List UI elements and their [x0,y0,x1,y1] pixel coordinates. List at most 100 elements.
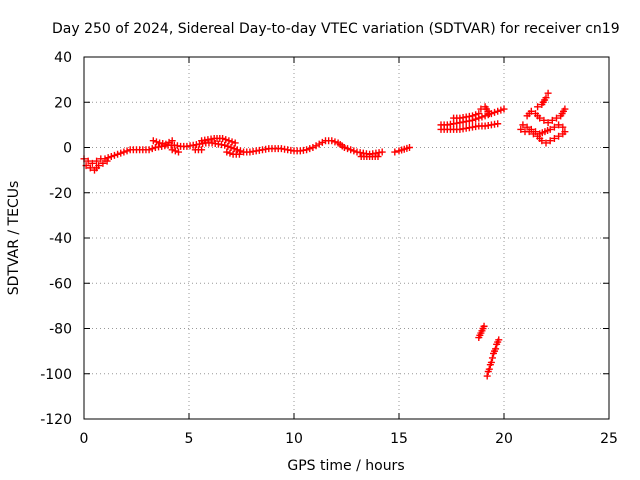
data-point [472,111,480,119]
x-tick-label: 5 [185,431,194,447]
data-point [152,138,160,146]
x-tick-label: 15 [390,431,408,447]
data-point [340,144,348,151]
x-tick-label: 10 [285,431,303,447]
data-point [226,149,234,157]
data-point [491,108,499,116]
data-point [480,322,488,330]
y-tick-label: -120 [40,412,72,428]
x-tick-label: 0 [80,431,89,447]
data-point [495,336,503,344]
data-point [104,154,112,162]
data-point [527,107,535,115]
data-point [523,123,531,131]
data-point [224,142,232,150]
data-point [500,105,508,113]
series-track-drop-a [475,322,488,342]
data-point [550,123,558,131]
data-point [487,358,495,366]
data-point [532,128,539,136]
data-point [559,123,567,131]
data-point [145,146,153,154]
data-point [519,121,527,129]
series-track-main-lower [82,146,382,174]
data-point [103,157,111,165]
data-point [485,110,493,118]
y-tick-label: -40 [49,231,72,247]
data-point [391,148,399,156]
y-tick-label: -100 [40,367,72,383]
series-track-main [80,137,386,167]
data-point [347,146,355,154]
series-track-evening-b [437,120,502,133]
y-tick-label: -20 [49,186,72,202]
series-track-drop-b [483,336,503,380]
data-point [175,148,182,156]
data-point [171,147,179,155]
data-point [481,112,489,120]
data-point [86,164,94,172]
data-points [80,89,569,380]
data-point [117,149,125,157]
series-track-isolated [391,144,413,156]
y-tick-label: 40 [54,50,72,66]
data-point [546,137,554,145]
data-point [538,137,546,145]
data-point [527,125,535,133]
y-tick-label: 0 [63,141,72,157]
data-point [542,139,550,147]
chart-title: Day 250 of 2024, Sidereal Day-to-day VTE… [52,21,620,37]
data-point [231,139,239,147]
series-track-night-b [523,89,569,127]
data-point [168,137,176,145]
data-point [107,153,115,161]
data-point [344,145,352,153]
data-point [475,110,483,118]
data-point [88,159,96,167]
data-point [230,145,238,153]
x-tick-label: 20 [495,431,513,447]
data-point [555,121,563,129]
data-point [517,125,525,133]
x-axis-label: GPS time / hours [287,458,404,474]
data-point [123,147,131,155]
data-point [198,146,206,154]
data-point [406,144,413,151]
data-point [483,372,491,380]
plot-frame [83,56,610,420]
data-point [494,120,502,128]
data-point [478,113,486,121]
data-point [469,112,476,120]
data-point [331,138,339,146]
data-point [222,136,230,144]
data-point [561,128,569,136]
data-point [374,153,382,161]
y-tick-label: -60 [49,276,72,292]
data-point [236,147,244,155]
data-point [228,138,236,146]
data-point [120,148,128,156]
data-point [84,157,92,165]
data-point [546,125,554,133]
data-point [233,146,241,154]
data-point [221,141,229,149]
data-point [149,137,157,145]
data-point [225,137,233,145]
data-point [534,103,542,111]
data-point [99,159,107,167]
series-track-main-upper [149,134,239,148]
data-point [553,114,560,122]
data-point [540,116,548,124]
data-point [544,89,552,97]
data-point [494,107,502,115]
data-point [492,345,500,353]
data-point [350,147,358,155]
data-point [548,116,556,124]
series-track-night-c [519,121,567,138]
data-point [542,94,550,102]
data-point [219,134,227,142]
data-point [148,145,156,153]
data-point [93,157,101,165]
data-point [168,146,176,154]
